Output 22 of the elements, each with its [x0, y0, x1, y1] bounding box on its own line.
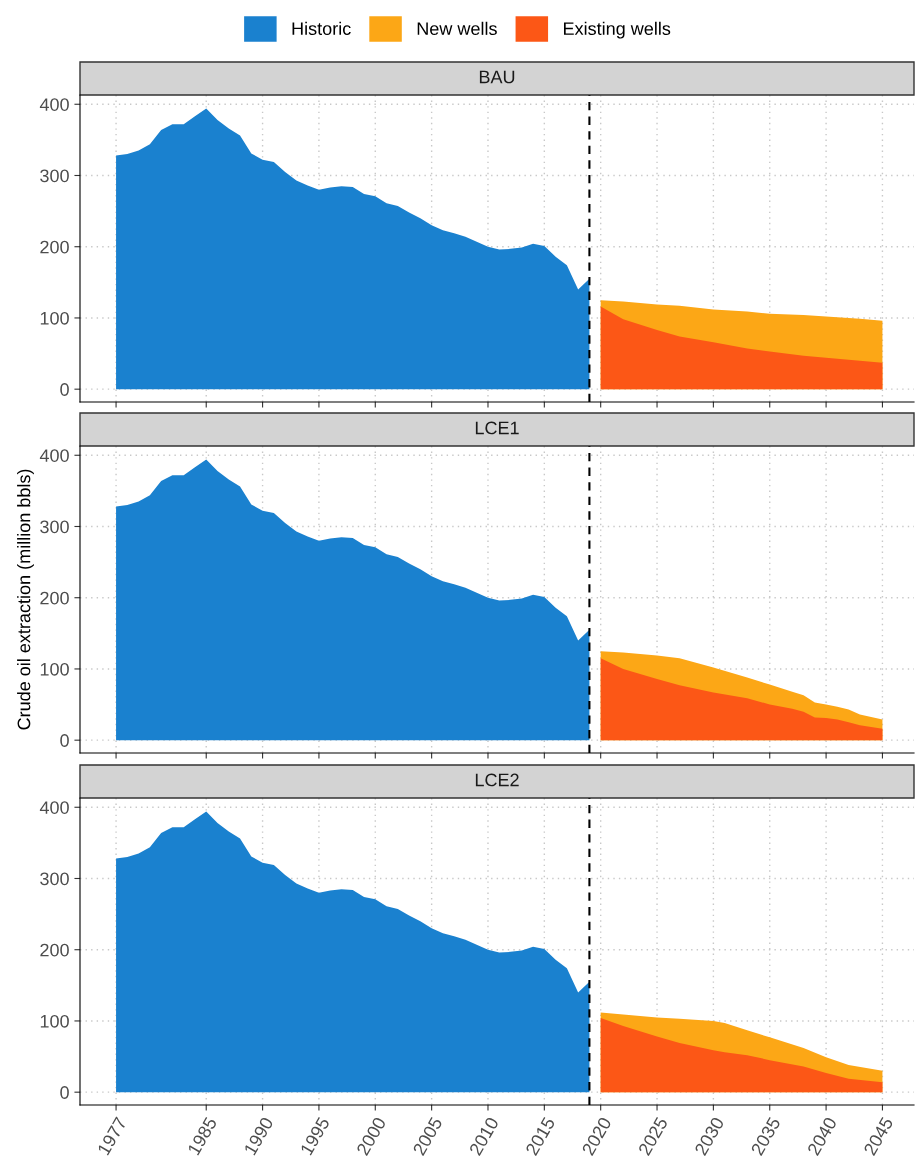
y-tick-label: 300	[40, 872, 69, 886]
y-tick-label: 300	[40, 520, 69, 534]
y-tick-label: 400	[39, 801, 69, 814]
y-tick-label: 100	[40, 1014, 69, 1028]
chart-title: LCE2	[475, 773, 519, 787]
y-tick-label: 100	[40, 662, 69, 676]
y-tick-label: 200	[40, 591, 69, 605]
chart-title: BAU	[479, 70, 515, 84]
y-tick-label: 200	[40, 240, 69, 254]
y-tick-label: 300	[40, 169, 69, 183]
y-axis-title: Crude oil extraction (million bbls)	[17, 469, 34, 730]
y-tick-label: 200	[40, 943, 69, 957]
y-tick-label: 400	[39, 449, 69, 462]
legend-label: Existing wells	[564, 21, 671, 39]
legend-label: New wells	[417, 21, 497, 36]
y-tick-label: 0	[60, 734, 69, 747]
y-tick-label: 400	[39, 98, 69, 111]
y-tick-label: 0	[60, 1086, 69, 1099]
y-tick-label: 0	[60, 383, 69, 396]
chart-title: LCE1	[475, 421, 519, 435]
legend-label: Historic	[292, 21, 351, 36]
y-tick-label: 100	[40, 311, 69, 325]
